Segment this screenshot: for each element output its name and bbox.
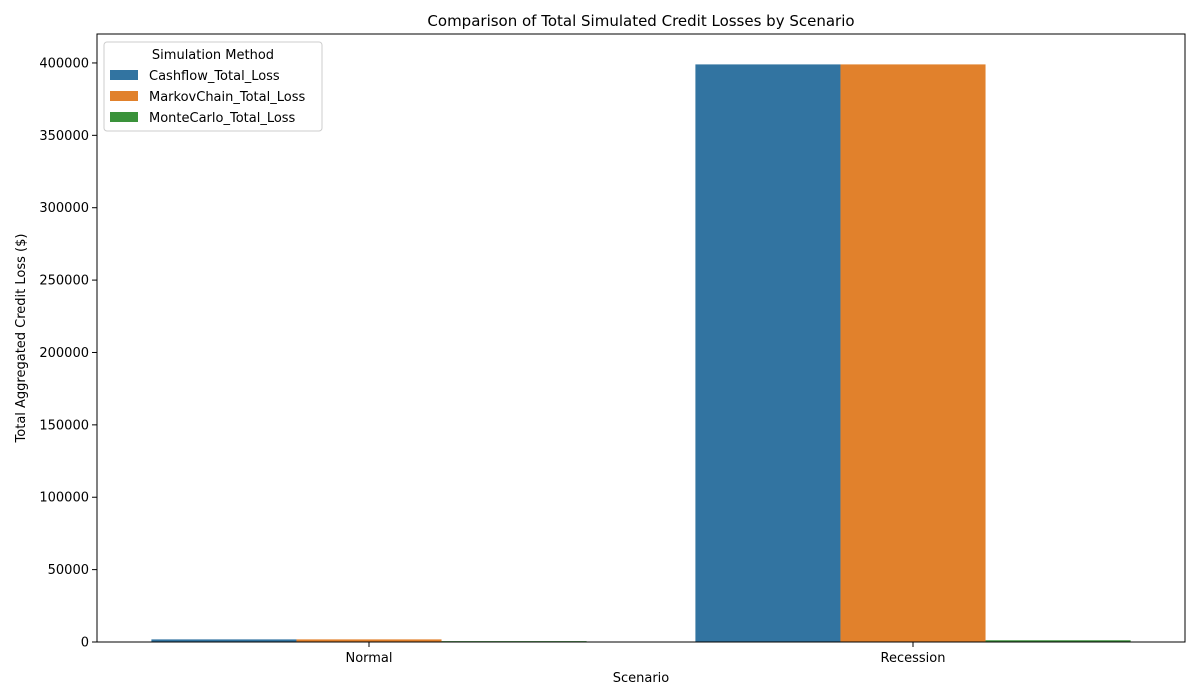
legend-label-cashflow-total-loss: Cashflow_Total_Loss: [149, 69, 280, 84]
bars-layer: [151, 64, 1131, 642]
legend-title: Simulation Method: [152, 48, 274, 63]
plot-frame: [96, 33, 1186, 643]
y-tick-label: 200000: [39, 346, 89, 361]
y-axis-label: Total Aggregated Credit Loss ($): [14, 234, 29, 444]
x-axis-label: Scenario: [613, 671, 670, 686]
y-tick-label: 350000: [39, 129, 89, 144]
bar-normal-cashflow-total-loss: [151, 639, 297, 642]
bar-recession-markovchain-total-loss: [840, 64, 986, 642]
y-tick-label: 300000: [39, 201, 89, 216]
legend-swatch-montecarlo-total-loss: [110, 112, 138, 122]
x-tick-label-normal: Normal: [345, 651, 392, 666]
legend-swatch-markovchain-total-loss: [110, 91, 138, 101]
bar-normal-markovchain-total-loss: [296, 639, 442, 642]
axes-layer: 0 50000 100000 150000 200000 250000 300000 3500…: [39, 33, 1186, 666]
legend-label-markovchain-total-loss: MarkovChain_Total_Loss: [149, 90, 305, 105]
y-tick-label: 400000: [39, 56, 89, 71]
y-tick-label: 150000: [39, 418, 89, 433]
legend-swatch-cashflow-total-loss: [110, 70, 138, 80]
x-tick-label-recession: Recession: [881, 651, 946, 666]
bar-recession-cashflow-total-loss: [695, 64, 841, 642]
legend-frame: [103, 41, 323, 132]
y-tick-label: 0: [81, 636, 89, 651]
y-tick-label: 100000: [39, 491, 89, 506]
chart-title: Comparison of Total Simulated Credit Los…: [427, 12, 854, 30]
legend-items: Cashflow_Total_Loss MarkovChain_Total_Los…: [110, 69, 305, 126]
y-tick-label: 50000: [48, 563, 89, 578]
legend: Simulation Method Cashflow_Total_Loss Mar…: [103, 41, 323, 132]
y-tick-label: 250000: [39, 274, 89, 289]
bar-recession-montecarlo-total-loss: [985, 640, 1131, 642]
legend-label-montecarlo-total-loss: MonteCarlo_Total_Loss: [149, 111, 296, 126]
